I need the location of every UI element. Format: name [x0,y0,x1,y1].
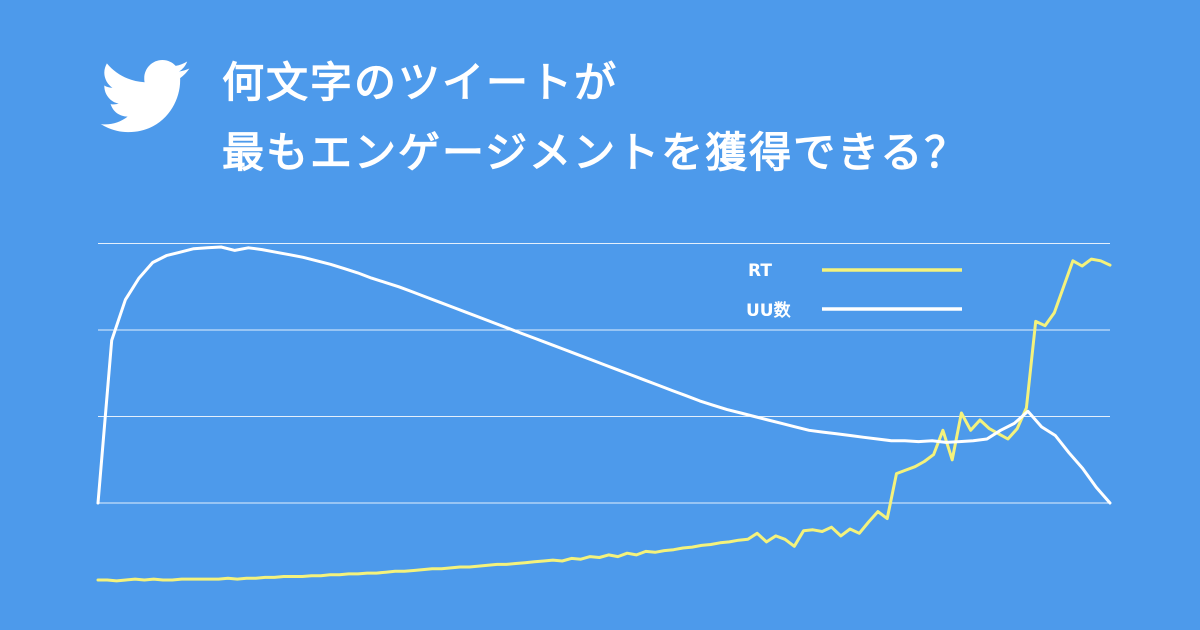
page-title: 何文字のツイートが 最もエンゲージメントを獲得できる？ [222,48,968,188]
legend-label-rt: RT [748,261,772,281]
legend-label-uu: UU数 [746,300,792,321]
legend: RT UU数 [746,261,962,321]
series-line-uu [96,245,1112,505]
grid-lines [98,243,1110,504]
twitter-bird-icon [100,60,190,134]
title-line-1: 何文字のツイートが [222,58,619,107]
series-lines [96,245,1112,583]
title-line-2: 最もエンゲージメントを獲得できる？ [222,128,969,177]
series-line-rt [96,257,1112,583]
